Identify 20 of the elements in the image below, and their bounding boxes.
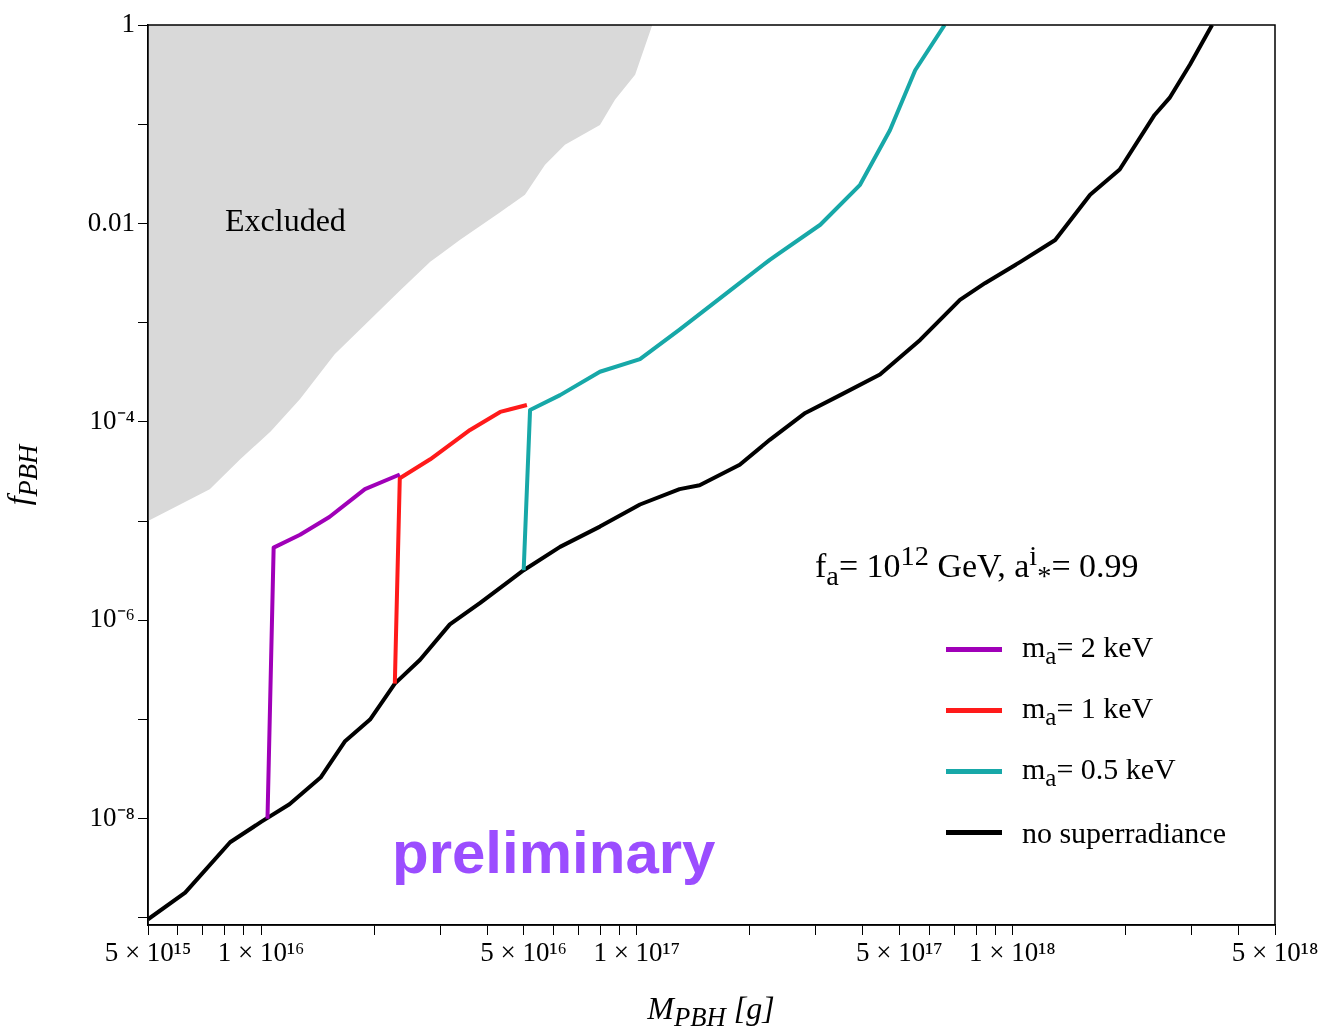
annotation: Excluded: [225, 202, 346, 239]
y-tick-label: 0.01: [87, 206, 135, 237]
annotation: f$_{a}$= 10$^{12}$ GeV, a$^{i}$$_{*}$= 0.99: [815, 540, 1139, 593]
y-tick-label: 10⁻⁴: [89, 404, 135, 435]
x-tick-label: 1 × 10¹⁸: [969, 937, 1056, 968]
legend-label: m$_{a}$= 1 keV: [1021, 690, 1154, 731]
x-tick-label: 5 × 10¹⁷: [855, 937, 943, 968]
y-tick-label: 1: [121, 8, 135, 39]
legend-label: m$_{a}$= 2 keV: [1021, 629, 1154, 670]
x-axis-title: M$_{PBH}$ [g]: [647, 990, 775, 1033]
legend-label: no superradiance: [1021, 815, 1226, 850]
x-tick-label: 5 × 10¹⁵: [104, 937, 192, 968]
x-tick-label: 1 × 10¹⁶: [217, 937, 305, 968]
legend-label: m$_{a}$= 0.5 keV: [1021, 751, 1176, 792]
y-tick-label: 10⁻⁸: [89, 801, 135, 832]
x-tick-label: 5 × 10¹⁸: [1231, 937, 1319, 968]
y-tick-label: 10⁻⁶: [89, 603, 135, 634]
x-tick-label: 5 × 10¹⁶: [480, 937, 568, 968]
x-tick-label: 1 × 10¹⁷: [593, 937, 681, 968]
annotation: preliminary: [392, 818, 716, 887]
